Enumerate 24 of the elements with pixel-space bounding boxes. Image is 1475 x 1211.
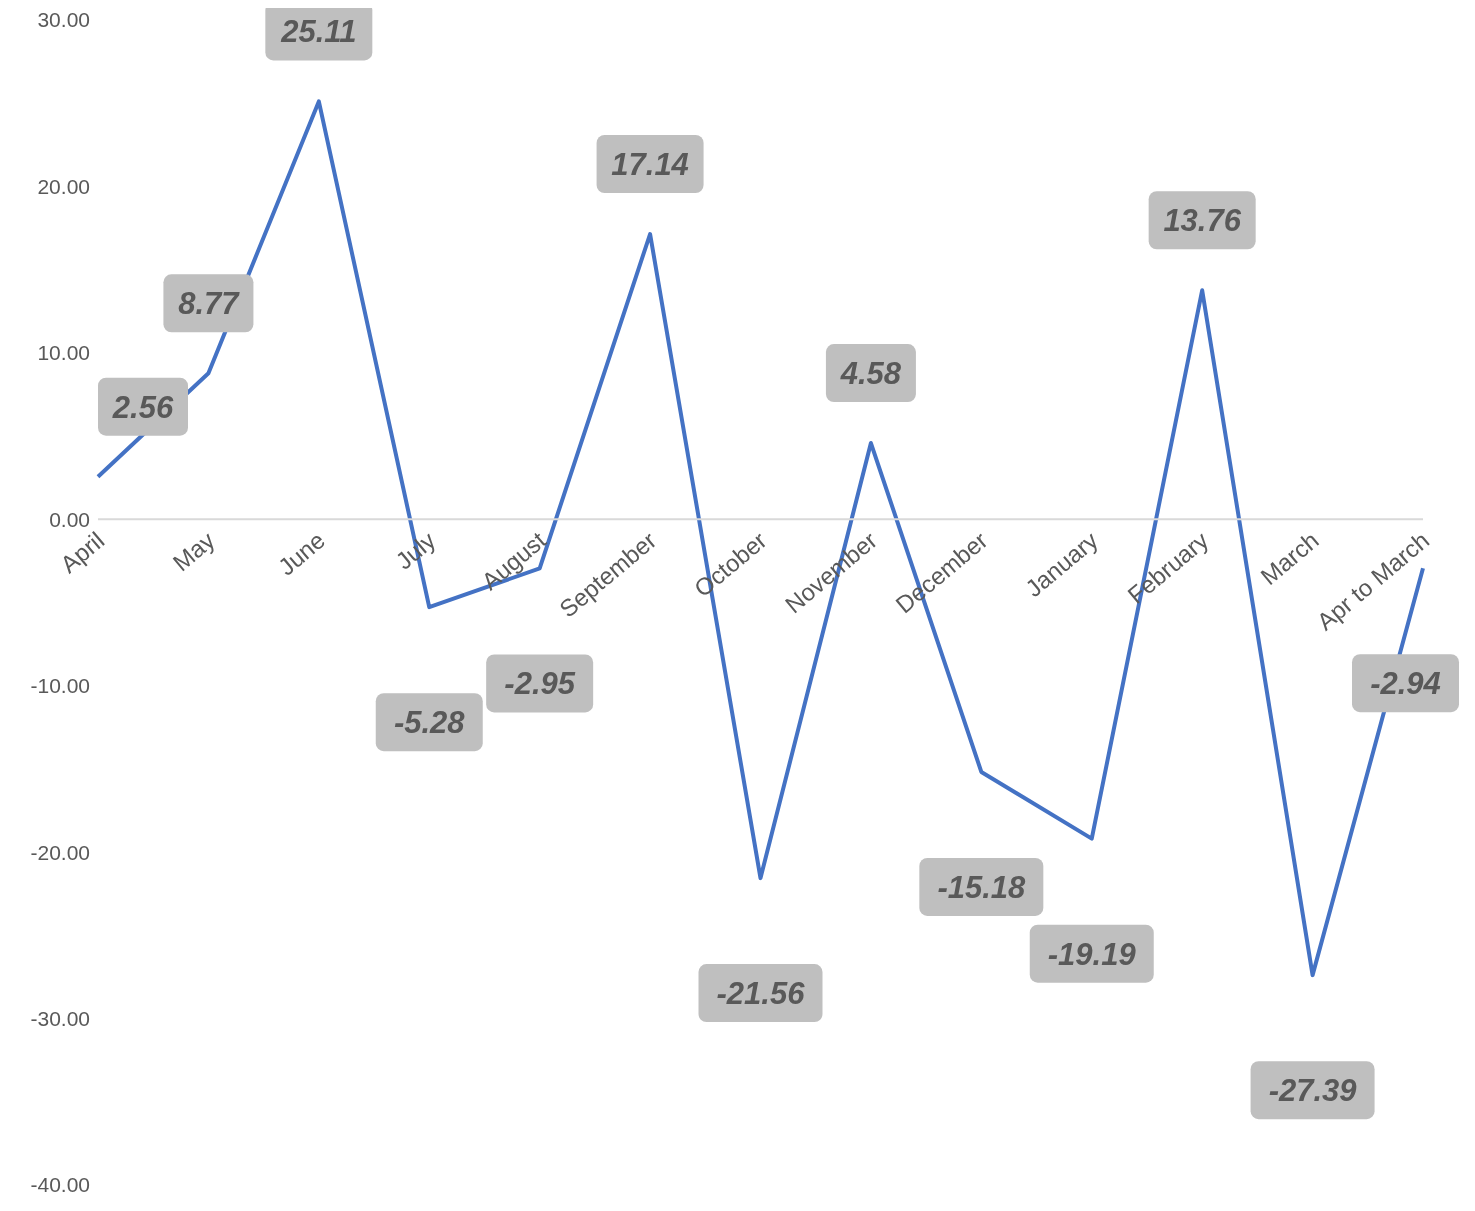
data-label: 17.14 — [611, 147, 689, 183]
y-tick-label: 0.00 — [49, 507, 90, 531]
data-label: 2.56 — [111, 389, 174, 425]
data-label: 25.11 — [280, 14, 357, 50]
y-tick-label: 30.00 — [37, 8, 90, 32]
data-label: -21.56 — [716, 976, 806, 1012]
y-tick-label: -40.00 — [30, 1173, 90, 1197]
data-label: 8.77 — [178, 286, 241, 322]
data-label: -15.18 — [937, 869, 1027, 905]
data-label: -19.19 — [1047, 936, 1137, 972]
data-label: -27.39 — [1268, 1073, 1358, 1109]
y-tick-label: 20.00 — [37, 174, 90, 198]
y-tick-label: -10.00 — [30, 674, 90, 698]
data-label: -5.28 — [393, 705, 466, 741]
x-tick-label: June — [272, 526, 331, 581]
data-label: -2.94 — [1370, 666, 1441, 702]
y-tick-label: -30.00 — [30, 1007, 90, 1031]
x-tick-label: July — [390, 526, 441, 575]
y-tick-label: -20.00 — [30, 840, 90, 864]
y-tick-label: 10.00 — [37, 341, 90, 365]
data-label: -2.95 — [504, 666, 576, 702]
data-label: 4.58 — [839, 356, 902, 392]
data-label: 13.76 — [1163, 203, 1242, 239]
x-tick-label: May — [167, 526, 220, 577]
